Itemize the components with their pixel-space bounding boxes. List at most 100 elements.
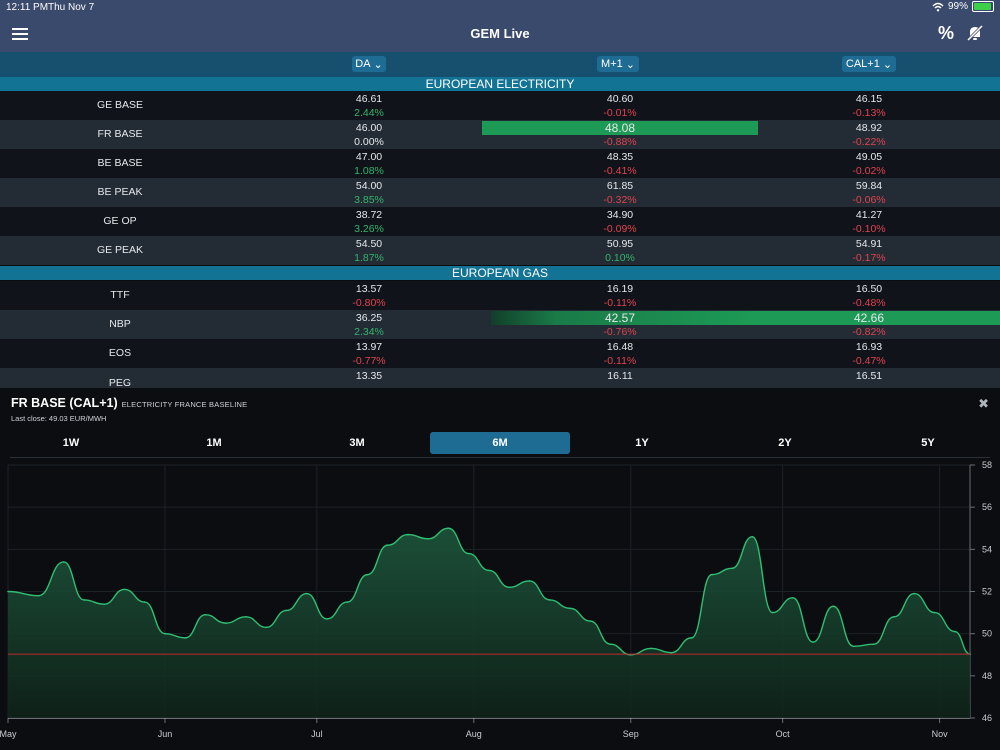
- price-value: 36.25: [355, 312, 383, 324]
- data-point: [852, 645, 855, 648]
- table-row[interactable]: BE PEAK 54.00 3.85% 61.85 -0.32% 59.84 -0.0…: [0, 178, 1000, 207]
- tab-1y[interactable]: 1Y: [635, 437, 649, 449]
- x-tick-label: Jul: [311, 729, 323, 739]
- chart-panel: FR BASE (CAL+1) ELECTRICITY FRANCE BASELI…: [0, 388, 1000, 750]
- price-value: 16.93: [855, 341, 883, 353]
- data-point: [103, 603, 105, 605]
- y-tick-label: 50: [982, 629, 992, 639]
- instrument-name: FR BASE: [97, 128, 143, 140]
- data-point: [508, 586, 511, 589]
- column-select-da[interactable]: DA ⌄: [352, 56, 386, 72]
- data-point: [346, 601, 349, 603]
- tab-6m[interactable]: 6M: [430, 432, 570, 454]
- price-value: 16.50: [855, 283, 883, 295]
- data-point: [812, 641, 814, 643]
- data-point: [83, 599, 85, 601]
- data-point: [609, 643, 612, 646]
- app-bar: GEM Live %: [0, 16, 1000, 52]
- table-row[interactable]: GE OP 38.72 3.26% 34.90 -0.09% 41.27 -0.10%: [0, 207, 1000, 236]
- table-row[interactable]: PEG 13.35 16.11 16.51: [0, 368, 1000, 388]
- data-point: [265, 626, 268, 629]
- price-value: 48.08: [604, 121, 636, 135]
- price-value: 54.91: [855, 238, 883, 250]
- change-value: -0.17%: [852, 252, 886, 264]
- table-row[interactable]: EOS 13.97 -0.77% 16.48 -0.11% 16.93 -0.47%: [0, 339, 1000, 368]
- data-point: [791, 597, 794, 599]
- data-point: [386, 544, 389, 546]
- data-point: [164, 632, 166, 635]
- price-value: 46.15: [855, 93, 883, 105]
- data-point: [832, 605, 835, 608]
- instrument-name: TTF: [110, 289, 130, 301]
- tab-1w[interactable]: 1W: [62, 437, 80, 449]
- price-value: 38.72: [355, 209, 383, 221]
- y-tick-label: 48: [982, 671, 992, 681]
- price-value: 46.61: [355, 93, 383, 105]
- change-value: -0.10%: [852, 223, 886, 235]
- data-point: [528, 580, 531, 582]
- data-point: [751, 535, 754, 538]
- chevron-down-icon: ⌄: [882, 58, 893, 71]
- y-tick-label: 56: [982, 502, 992, 512]
- table-row[interactable]: NBP 36.25 2.34% 42.57 -0.76% 42.66 -0.82%: [0, 310, 1000, 339]
- data-point: [407, 533, 409, 536]
- data-point: [326, 618, 328, 620]
- table-row[interactable]: GE BASE 46.61 2.44% 40.60 -0.01% 46.15 -0.1…: [0, 91, 1000, 120]
- data-point: [954, 630, 956, 633]
- chevron-down-icon: ⌄: [373, 58, 383, 71]
- data-point: [771, 611, 774, 614]
- tab-3m[interactable]: 3M: [349, 437, 365, 449]
- price-value: 59.84: [855, 180, 883, 192]
- data-point: [285, 609, 288, 612]
- battery-percent: 99%: [947, 1, 968, 12]
- data-point: [62, 561, 65, 563]
- price-value: 13.97: [355, 341, 383, 353]
- status-right: 99%: [932, 1, 994, 12]
- column-label: CAL+1: [845, 58, 880, 70]
- price-value: 41.27: [855, 209, 883, 221]
- price-value: 54.50: [355, 238, 383, 250]
- price-value: 49.05: [855, 151, 883, 163]
- y-tick-label: 52: [982, 587, 992, 597]
- instrument-name: EOS: [108, 347, 132, 359]
- price-value: 16.19: [606, 283, 634, 295]
- section-header: EUROPEAN GAS: [0, 266, 1000, 280]
- price-value: 42.66: [853, 311, 885, 325]
- data-point: [467, 552, 470, 555]
- chart-panel-title: FR BASE (CAL+1) ELECTRICITY FRANCE BASELI…: [11, 396, 247, 410]
- column-select-m1[interactable]: M+1 ⌄: [597, 56, 639, 72]
- price-value: 13.57: [355, 283, 383, 295]
- battery-icon: [972, 1, 994, 12]
- hamburger-menu-icon[interactable]: [12, 25, 28, 41]
- table-row[interactable]: FR BASE 46.00 0.00% 48.08 -0.88% 48.92 -0.2…: [0, 120, 1000, 149]
- data-point: [710, 573, 713, 576]
- price-flash-highlight: [491, 311, 749, 325]
- instrument-name: PEG: [108, 377, 132, 388]
- data-point: [933, 611, 936, 614]
- tab-2y[interactable]: 2Y: [778, 437, 792, 449]
- notifications-off-icon[interactable]: [966, 24, 984, 47]
- column-select-cal1[interactable]: CAL+1 ⌄: [842, 56, 896, 72]
- tab-5y[interactable]: 5Y: [921, 437, 935, 449]
- section-header: EUROPEAN ELECTRICITY: [0, 77, 1000, 91]
- tab-1m[interactable]: 1M: [206, 437, 222, 449]
- tab-divider: [10, 457, 990, 458]
- data-point: [204, 613, 207, 616]
- change-value: 0.00%: [354, 136, 384, 148]
- data-point: [731, 567, 733, 570]
- table-row[interactable]: TTF 13.57 -0.80% 16.19 -0.11% 16.50 -0.48%: [0, 281, 1000, 310]
- data-point: [143, 601, 146, 603]
- status-date: Thu Nov 7: [48, 2, 95, 13]
- data-point: [690, 637, 693, 639]
- column-label: M+1: [601, 58, 623, 70]
- percent-toggle-button[interactable]: %: [937, 23, 954, 43]
- close-icon[interactable]: ✖: [978, 396, 989, 411]
- table-row[interactable]: BE BASE 47.00 1.08% 48.35 -0.41% 49.05 -0.0…: [0, 149, 1000, 178]
- data-point: [650, 647, 652, 650]
- data-point: [569, 607, 571, 610]
- table-row[interactable]: GE PEAK 54.50 1.87% 50.95 0.10% 54.91 -0.17…: [0, 236, 1000, 265]
- change-value: -0.01%: [603, 107, 637, 119]
- change-value: -0.77%: [352, 355, 386, 367]
- data-point: [37, 594, 40, 597]
- price-chart[interactable]: 46 48 50 52 54 56 58 May Jun Jul Aug Sep Oct Nov: [0, 458, 1000, 750]
